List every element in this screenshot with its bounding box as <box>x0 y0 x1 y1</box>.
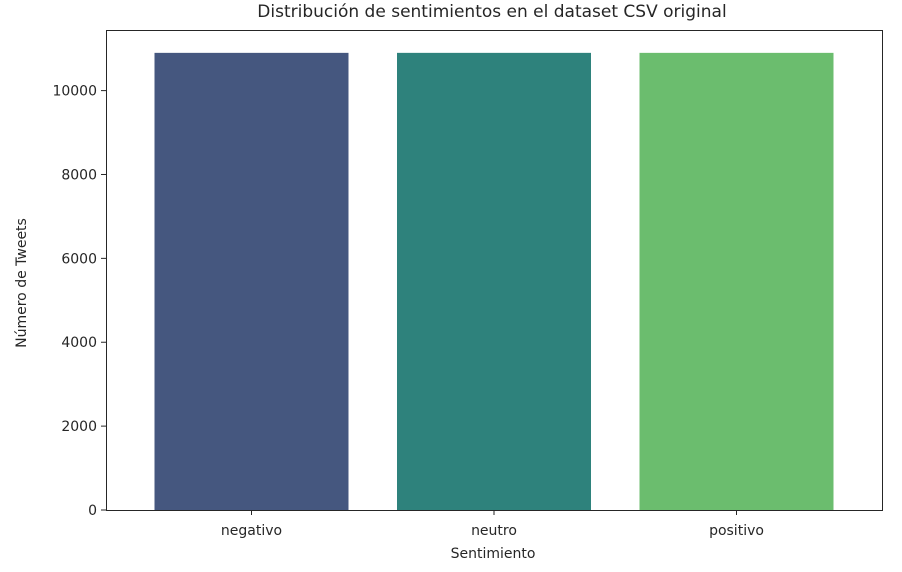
chart-title: Distribución de sentimientos en el datas… <box>257 2 726 22</box>
x-tick-label-neutro: neutro <box>471 523 517 539</box>
y-tick-label-2000: 2000 <box>61 419 97 435</box>
x-axis-label: Sentimiento <box>451 546 536 562</box>
y-tick-label-8000: 8000 <box>61 167 97 183</box>
x-tick-label-negativo: negativo <box>221 523 282 539</box>
bars-layer <box>154 52 834 510</box>
plot-frame <box>106 30 883 511</box>
bar-neutro <box>397 52 591 510</box>
y-tick-label-10000: 10000 <box>52 84 97 100</box>
y-axis-label: Número de Tweets <box>14 218 30 348</box>
y-axis-ticks: 0 2000 4000 6000 8000 10000 <box>52 84 106 519</box>
bar-negativo <box>154 52 349 510</box>
y-tick-label-0: 0 <box>88 503 97 519</box>
x-tick-label-positivo: positivo <box>709 523 764 539</box>
bar-positivo <box>639 52 834 510</box>
y-tick-label-6000: 6000 <box>61 251 97 267</box>
y-tick-label-4000: 4000 <box>61 335 97 351</box>
x-axis-ticks: negativo neutro positivo <box>221 510 764 539</box>
